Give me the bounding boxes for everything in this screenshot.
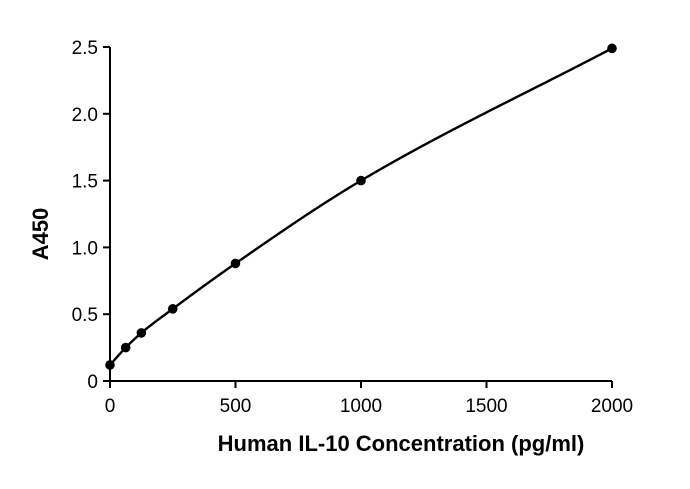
fit-curve-line bbox=[109, 47, 613, 366]
y-axis-title: A450 bbox=[28, 208, 53, 261]
fit-curve-layer bbox=[109, 47, 613, 366]
tick-labels: 0 0.5 1.0 1.5 2.0 2.5 0 500 1000 1500 2000 bbox=[72, 38, 634, 417]
x-tick-label: 500 bbox=[220, 396, 252, 417]
y-tick-label: 0 bbox=[87, 372, 98, 393]
x-tick-label: 1000 bbox=[340, 396, 382, 417]
y-tick-label: 2.5 bbox=[72, 38, 98, 59]
y-tick-label: 1.5 bbox=[72, 172, 98, 193]
data-point bbox=[105, 360, 115, 370]
data-point bbox=[136, 328, 147, 338]
data-point bbox=[230, 258, 241, 269]
x-tick-label: 2000 bbox=[591, 396, 633, 417]
data-point bbox=[167, 304, 178, 314]
x-axis-title: Human IL-10 Concentration (pg/ml) bbox=[218, 431, 585, 456]
x-tick-label: 1500 bbox=[465, 396, 507, 417]
y-tick-label: 2.0 bbox=[72, 105, 98, 126]
data-point bbox=[120, 342, 131, 353]
y-tick-label: 1.0 bbox=[72, 238, 98, 259]
y-tick-label: 0.5 bbox=[72, 305, 98, 326]
axes bbox=[103, 46, 613, 388]
data-point bbox=[356, 175, 366, 186]
data-point bbox=[607, 43, 617, 54]
data-points bbox=[105, 43, 617, 370]
x-tick-label: 0 bbox=[105, 396, 116, 417]
